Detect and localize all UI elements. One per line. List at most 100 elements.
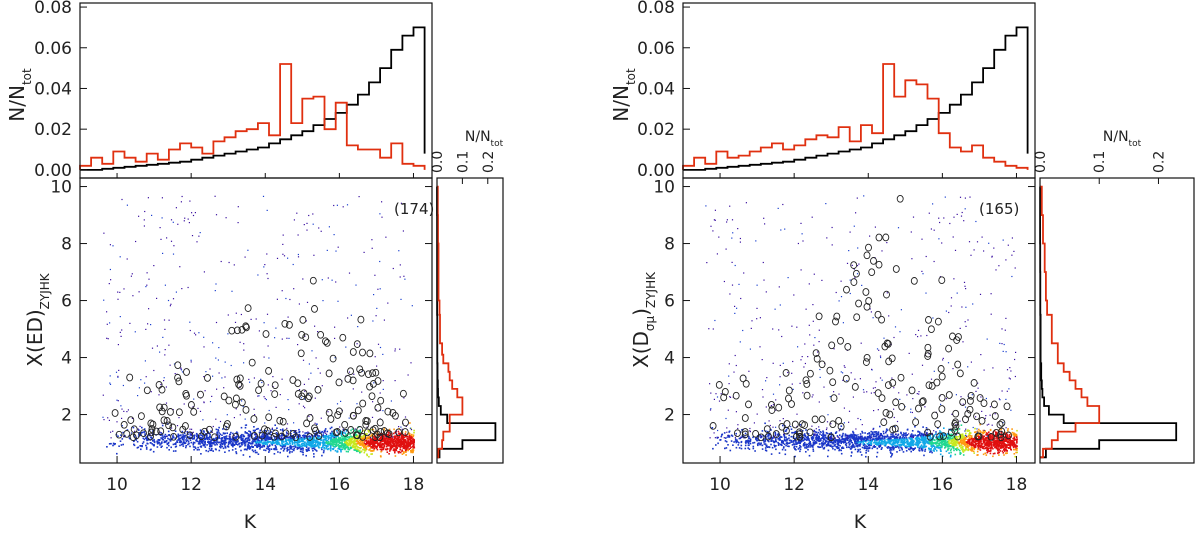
density-point xyxy=(386,439,389,442)
density-point xyxy=(183,436,185,438)
density-point xyxy=(371,453,373,455)
density-point xyxy=(786,438,788,440)
side-x-tick-label: 0.2 xyxy=(481,151,497,173)
y-tick-label: 10 xyxy=(50,178,72,198)
density-point xyxy=(779,436,781,439)
density-point xyxy=(1002,452,1005,454)
density-point xyxy=(899,438,902,440)
density-point xyxy=(296,448,299,450)
density-point xyxy=(369,436,371,439)
density-point xyxy=(407,440,409,442)
density-point xyxy=(206,434,208,436)
density-point xyxy=(158,394,160,396)
density-point xyxy=(348,272,351,274)
density-point xyxy=(184,217,186,219)
density-point xyxy=(183,438,185,440)
density-point xyxy=(339,448,341,450)
outlier-point xyxy=(335,407,343,416)
density-point xyxy=(216,432,218,434)
density-point xyxy=(785,439,788,441)
density-point xyxy=(331,443,333,445)
density-point xyxy=(161,437,163,440)
density-point xyxy=(193,332,196,334)
outlier-point xyxy=(311,305,318,313)
density-point xyxy=(748,444,750,446)
density-point xyxy=(330,445,332,447)
density-point xyxy=(340,433,342,435)
density-point xyxy=(386,451,389,453)
density-point xyxy=(203,346,205,348)
density-point xyxy=(934,448,937,450)
density-point xyxy=(737,444,740,446)
outlier-point xyxy=(251,432,258,440)
density-point xyxy=(146,272,148,274)
density-point xyxy=(862,441,865,443)
density-point xyxy=(240,436,242,439)
density-point xyxy=(956,447,958,449)
density-point xyxy=(126,411,128,413)
density-point xyxy=(160,383,162,386)
density-point xyxy=(987,445,990,447)
density-point xyxy=(402,447,405,449)
density-point xyxy=(300,397,302,399)
density-point xyxy=(353,441,355,444)
density-point xyxy=(403,397,405,399)
y-axis-label-sub: ZYJHK xyxy=(38,272,52,309)
density-point xyxy=(153,265,155,267)
density-point xyxy=(106,311,108,313)
density-point xyxy=(156,297,158,299)
density-point xyxy=(249,434,251,436)
density-point xyxy=(853,446,856,448)
density-point xyxy=(254,444,256,447)
density-point xyxy=(996,436,999,438)
density-point xyxy=(208,443,211,445)
density-point xyxy=(379,213,381,215)
density-point xyxy=(999,441,1002,443)
density-point xyxy=(982,429,985,432)
density-point xyxy=(274,448,276,451)
density-point xyxy=(362,445,365,447)
density-point xyxy=(378,443,381,445)
density-point xyxy=(851,437,853,439)
outlier-point xyxy=(204,374,211,382)
density-point xyxy=(225,435,228,437)
density-point xyxy=(230,444,233,446)
density-point xyxy=(283,447,286,450)
density-point xyxy=(378,434,380,437)
density-point xyxy=(215,321,218,324)
density-point xyxy=(325,447,327,450)
density-point xyxy=(859,442,862,444)
density-point xyxy=(859,441,862,443)
density-point xyxy=(950,429,952,431)
density-point xyxy=(405,425,407,427)
outlier-point xyxy=(327,415,335,423)
density-point xyxy=(323,442,326,445)
density-point xyxy=(907,445,909,448)
density-point xyxy=(936,446,938,448)
density-point xyxy=(959,439,962,442)
density-point xyxy=(977,442,980,445)
density-point xyxy=(375,446,377,448)
density-point xyxy=(302,451,304,454)
density-point xyxy=(204,438,206,441)
density-point xyxy=(1012,437,1014,440)
density-point xyxy=(350,439,352,441)
density-point xyxy=(382,448,385,451)
density-point xyxy=(201,438,203,440)
density-point xyxy=(335,250,337,252)
density-point xyxy=(237,440,239,442)
outlier-point xyxy=(220,392,228,401)
density-point xyxy=(189,439,192,441)
density-point xyxy=(412,434,415,436)
density-point xyxy=(391,444,393,447)
density-point xyxy=(313,448,316,450)
density-point xyxy=(262,444,264,447)
outlier-point xyxy=(309,276,317,285)
outlier-point xyxy=(369,369,377,377)
density-point xyxy=(177,435,179,437)
density-point xyxy=(203,271,205,273)
density-point xyxy=(767,437,770,439)
density-point xyxy=(727,444,729,446)
outlier-point xyxy=(143,386,151,395)
density-point xyxy=(267,438,269,440)
